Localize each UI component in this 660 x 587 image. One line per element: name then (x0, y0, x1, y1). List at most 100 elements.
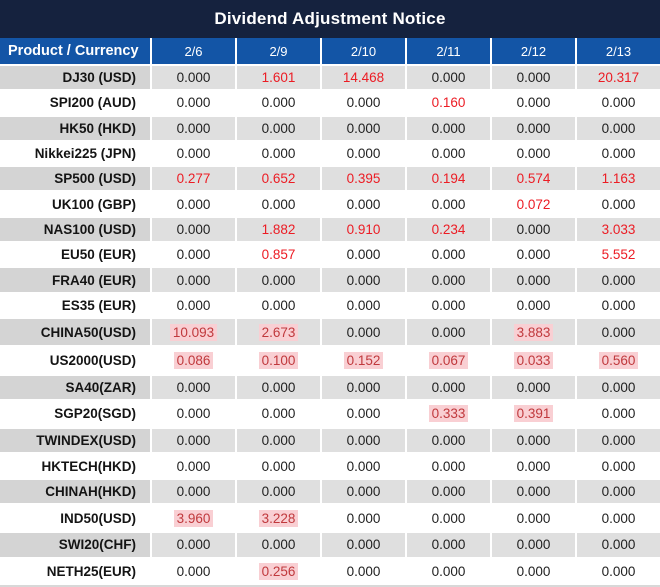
value: 0.000 (176, 120, 211, 136)
value-cell: 0.067 (405, 345, 490, 374)
value-cell: 0.256 (235, 556, 320, 585)
table-row: NAS100 (USD) 0.000 1.882 0.910 0.234 0.000 3.0… (0, 215, 660, 242)
value: 0.000 (346, 379, 381, 395)
value: 0.000 (176, 458, 211, 474)
value-cell: 0.000 (320, 291, 405, 317)
value-cell: 0.000 (490, 89, 575, 115)
table-row: SWI20(CHF) 0.000 0.000 0.000 0.000 0.000 0.000 (0, 531, 660, 557)
product-cell: UK100 (GBP) (0, 190, 150, 216)
value-cell: 0.000 (235, 139, 320, 166)
highlighted-value: 10.093 (169, 323, 218, 341)
red-value: 14.468 (342, 70, 385, 86)
value-cell: 0.000 (320, 531, 405, 557)
value: 0.000 (261, 483, 296, 499)
highlighted-value: 0.333 (428, 405, 469, 423)
value-cell: 0.000 (490, 503, 575, 532)
value: 0.000 (346, 537, 381, 553)
value-cell: 0.000 (490, 373, 575, 399)
value-cell: 1.601 (235, 64, 320, 90)
value: 0.000 (601, 483, 636, 499)
value: 0.000 (261, 433, 296, 449)
column-header-date-0: 2/6 (150, 38, 235, 64)
product-cell: IND50(USD) (0, 503, 150, 532)
value: 0.000 (601, 379, 636, 395)
value-cell: 0.000 (490, 64, 575, 90)
value: 0.000 (516, 510, 551, 526)
value: 0.000 (516, 95, 551, 111)
value: 0.000 (346, 564, 381, 580)
value-cell: 0.000 (490, 114, 575, 140)
value-cell: 0.000 (150, 427, 235, 453)
red-value: 0.194 (431, 171, 466, 187)
value-cell: 0.000 (405, 241, 490, 267)
value: 0.000 (516, 433, 551, 449)
value-cell: 0.000 (320, 190, 405, 216)
value-cell: 0.000 (150, 241, 235, 267)
value-cell: 0.000 (490, 427, 575, 453)
product-cell: Nikkei225 (JPN) (0, 139, 150, 166)
value-cell: 10.093 (150, 316, 235, 346)
value-cell: 0.000 (235, 373, 320, 399)
product-cell: ES35 (EUR) (0, 291, 150, 317)
highlighted-value: 0.152 (343, 351, 384, 369)
value-cell: 0.000 (150, 114, 235, 140)
value-cell: 0.910 (320, 215, 405, 242)
value: 0.000 (601, 272, 636, 288)
value: 0.000 (346, 510, 381, 526)
value-cell: 0.000 (490, 531, 575, 557)
value-cell: 0.000 (405, 477, 490, 503)
value-cell: 0.000 (405, 373, 490, 399)
value-cell: 0.000 (320, 452, 405, 478)
value: 0.000 (431, 379, 466, 395)
highlighted-value: 3.228 (258, 509, 299, 527)
value: 0.000 (516, 70, 551, 86)
value: 0.000 (176, 95, 211, 111)
value: 0.000 (431, 537, 466, 553)
red-value: 0.160 (431, 95, 466, 111)
value: 0.000 (261, 297, 296, 313)
value-cell: 20.317 (575, 64, 660, 90)
red-value: 0.652 (261, 171, 296, 187)
value-cell: 3.883 (490, 316, 575, 346)
red-value: 0.857 (261, 247, 296, 263)
value-cell: 0.000 (150, 266, 235, 292)
table-row: SGP20(SGD) 0.000 0.000 0.000 0.333 0.391 0.000 (0, 398, 660, 428)
value-cell: 0.000 (575, 556, 660, 585)
value-cell: 0.000 (490, 477, 575, 503)
value-cell: 0.000 (575, 398, 660, 428)
value-cell: 3.228 (235, 503, 320, 532)
product-cell: NETH25(EUR) (0, 556, 150, 585)
value-cell: 0.000 (575, 531, 660, 557)
value-cell: 0.000 (320, 398, 405, 428)
value-cell: 0.000 (320, 114, 405, 140)
product-cell: FRA40 (EUR) (0, 266, 150, 292)
table-row: CHINA50(USD) 10.093 2.673 0.000 0.000 3.883 0.… (0, 316, 660, 346)
value-cell: 0.000 (575, 477, 660, 503)
value-cell: 0.000 (320, 89, 405, 115)
value: 0.000 (431, 70, 466, 86)
table-row: SP500 (USD) 0.277 0.652 0.395 0.194 0.574 1.16… (0, 165, 660, 191)
value-cell: 0.000 (575, 266, 660, 292)
value-cell: 0.000 (575, 316, 660, 346)
highlighted-value: 0.256 (258, 563, 299, 581)
value: 0.000 (431, 458, 466, 474)
value-cell: 0.000 (490, 266, 575, 292)
value: 0.000 (176, 146, 211, 162)
value: 0.000 (346, 297, 381, 313)
value: 0.000 (346, 95, 381, 111)
table-row: SPI200 (AUD) 0.000 0.000 0.000 0.160 0.000 0.0… (0, 89, 660, 115)
product-cell: HKTECH(HKD) (0, 452, 150, 478)
value: 0.000 (431, 433, 466, 449)
value: 0.000 (176, 247, 211, 263)
value: 0.000 (176, 433, 211, 449)
value: 0.000 (261, 458, 296, 474)
bottom-edge (0, 585, 660, 587)
value: 0.000 (601, 510, 636, 526)
value: 0.000 (601, 433, 636, 449)
column-header-date-3: 2/11 (405, 38, 490, 64)
value-cell: 0.000 (150, 398, 235, 428)
value: 0.000 (176, 297, 211, 313)
value-cell: 0.000 (320, 427, 405, 453)
column-header-product: Product / Currency (0, 38, 150, 64)
value-cell: 0.000 (150, 291, 235, 317)
